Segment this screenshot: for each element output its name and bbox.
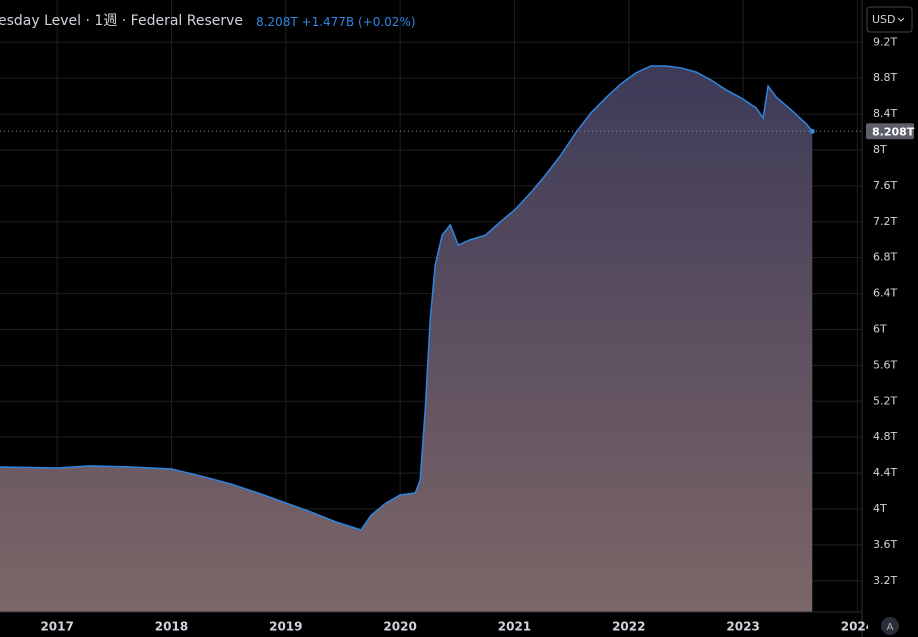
legend-values: 8.208T +1.477B (+0.02%)	[256, 15, 416, 29]
x-tick-label: 2021	[498, 620, 531, 634]
last-value: 8.208T	[256, 15, 298, 29]
dropdown-icon[interactable]	[897, 17, 905, 22]
y-tick-label: 6.8T	[873, 251, 897, 264]
x-tick-label: 2020	[383, 620, 416, 634]
y-axis: 3.2T 3.6T 4T 4.4T 4.8T 5.2T 5.6T 6T 6.4T 6.8T 7.2T…	[873, 35, 897, 586]
x-tick-label: 2018	[155, 620, 188, 634]
x-axis: 2017 2018 2019 2020 2021 2022 2023 2024	[40, 620, 874, 634]
y-tick-label: 5.6T	[873, 358, 897, 371]
chart-title: esday Level · 1週 · Federal Reserve	[0, 13, 243, 29]
area-fill	[0, 65, 813, 612]
y-tick-label: 4T	[873, 502, 887, 515]
y-tick-label: 8.4T	[873, 107, 897, 120]
change-percent: (+0.02%)	[358, 15, 416, 29]
x-tick-label: 2022	[612, 620, 645, 634]
auto-scale-button[interactable]: A	[881, 617, 899, 635]
last-value-label: 8.208T	[872, 125, 915, 138]
x-tick-label: 2023	[726, 620, 759, 634]
area-line	[0, 65, 813, 531]
auto-scale-label[interactable]: A	[887, 622, 894, 633]
currency-button-frame[interactable]	[866, 6, 913, 33]
y-tick-label: 4.8T	[873, 430, 897, 443]
x-tick-label: 2017	[40, 620, 73, 634]
y-tick-label: 4.4T	[873, 466, 897, 479]
y-tick-label: 7.6T	[873, 179, 897, 192]
y-tick-label: 9.2T	[873, 35, 897, 48]
last-value-box	[866, 123, 914, 140]
y-tick-label: 6T	[873, 322, 887, 335]
plot-area	[0, 65, 862, 612]
change: +1.477B	[302, 15, 355, 29]
y-tick-label: 7.2T	[873, 215, 897, 228]
y-tick-label: 8.8T	[873, 71, 897, 84]
y-tick-label: 3.6T	[873, 538, 897, 551]
y-tick-label: 6.4T	[873, 287, 897, 300]
y-tick-label: 3.2T	[873, 574, 897, 587]
x-tick-label: 2024	[841, 620, 874, 634]
currency-button[interactable]: USD	[866, 6, 913, 33]
y-tick-label: 8T	[873, 143, 887, 156]
currency-label[interactable]: USD	[872, 13, 896, 26]
x-tick-label: 2019	[269, 620, 302, 634]
last-point	[809, 128, 815, 134]
auto-scale-circle[interactable]	[881, 617, 899, 635]
y-tick-label: 5.2T	[873, 394, 897, 407]
